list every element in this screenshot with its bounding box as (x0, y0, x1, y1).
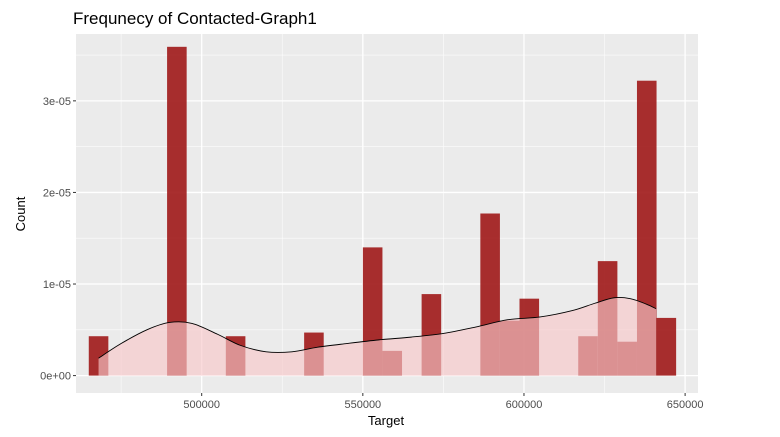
chart-title: Frequnecy of Contacted-Graph1 (73, 9, 317, 28)
y-tick-label: 1e-05 (43, 279, 71, 291)
y-axis-title: Count (13, 196, 28, 231)
y-tick-label: 0e+00 (40, 371, 71, 383)
density-area (98, 297, 657, 376)
x-tick-label: 600000 (506, 399, 543, 411)
x-tick-label: 500000 (183, 399, 220, 411)
y-axis-ticks: 0e+00 1e-05 2e-05 3e-05 (40, 96, 76, 383)
y-tick-label: 2e-05 (43, 187, 71, 199)
x-axis-title: Target (368, 413, 405, 428)
x-tick-label: 550000 (344, 399, 381, 411)
x-axis-ticks: 500000 550000 600000 650000 (183, 393, 703, 411)
y-tick-label: 3e-05 (43, 96, 71, 108)
histogram-bar (656, 317, 677, 376)
histogram-bar (167, 46, 187, 376)
histogram-bar (636, 80, 657, 376)
density-curve (98, 296, 657, 359)
x-tick-label: 650000 (667, 399, 704, 411)
